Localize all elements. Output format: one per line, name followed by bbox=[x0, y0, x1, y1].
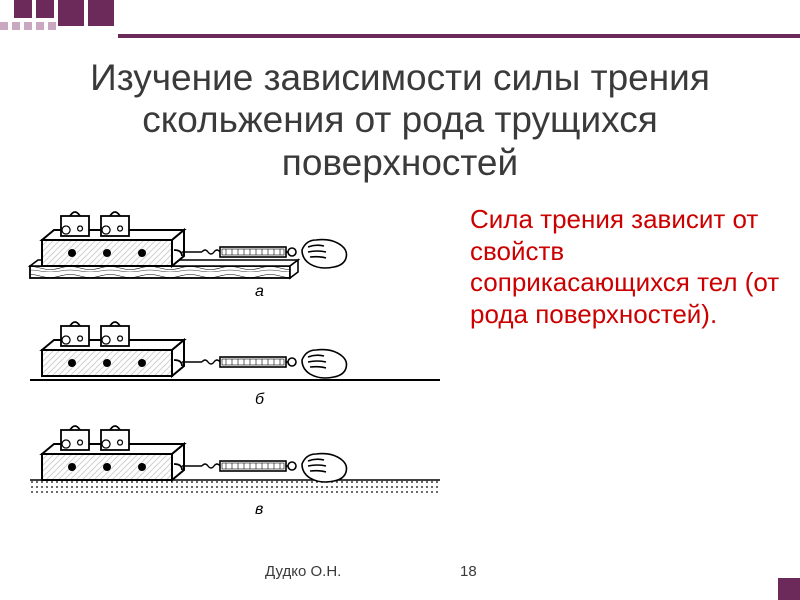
row-a-label: а bbox=[255, 283, 264, 300]
experiment-row-c: в bbox=[30, 426, 440, 518]
footer-author: Дудко О.Н. bbox=[265, 563, 341, 580]
row-b-label: б bbox=[255, 391, 265, 408]
content-area: а б в Сила трения зависит от свойств соп bbox=[20, 200, 780, 520]
footer-page-number: 18 bbox=[460, 563, 477, 580]
slide-title: Изучение зависимости силы трения скольже… bbox=[20, 57, 780, 185]
decorative-corner bbox=[778, 578, 800, 600]
row-c-label: в bbox=[255, 501, 263, 518]
experiment-row-b: б bbox=[30, 322, 440, 408]
experiment-row-a: а bbox=[30, 212, 347, 300]
slide-body-text: Сила трения зависит от свойств соприкаса… bbox=[470, 200, 780, 520]
friction-experiment-diagram: а б в bbox=[20, 200, 460, 520]
decorative-top-border bbox=[0, 0, 800, 38]
